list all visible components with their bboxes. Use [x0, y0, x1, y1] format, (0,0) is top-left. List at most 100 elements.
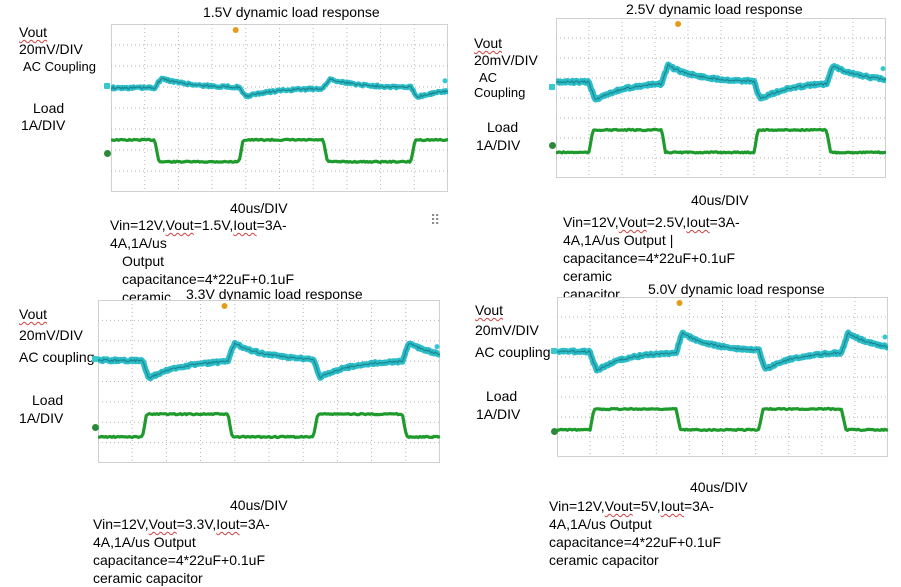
scope-4	[557, 297, 888, 457]
vout-label-text-2: Vout	[474, 35, 503, 51]
conditions-2-line1: Vin=12V,Vout=2.5V,Iout=3A-4A,1A/us Outpu…	[563, 213, 740, 249]
cond-iout-2: Iout	[686, 214, 710, 230]
conditions-4: Vin=12V,Vout=5V,Iout=3A-4A,1A/us Output …	[549, 497, 721, 569]
cond-iout-rest-4: =3A-4A,1A/us Output	[549, 498, 714, 532]
cond-vin-1: Vin=12V,	[110, 217, 166, 233]
cond-vin-2: Vin=12V,	[563, 214, 619, 230]
text-cursor: |	[669, 232, 674, 248]
channel-marker-icon	[434, 344, 440, 350]
chart-title-4: 5.0V dynamic load response	[648, 281, 825, 297]
coupling-2b: Coupling	[474, 85, 526, 100]
cond-vout-rest-1: =1.5V,	[193, 217, 234, 233]
vout-label-2: Vout	[474, 35, 502, 52]
ch1-marker-icon-2	[549, 84, 555, 90]
load-label-3: Load	[32, 392, 64, 408]
cond-iout-rest-2: =3A-4A,1A/us Output	[563, 214, 740, 248]
grid-group	[556, 18, 886, 178]
conditions-2-line2: capacitance=4*22uF+0.1uF ceramic	[563, 250, 736, 284]
load-label-2: Load	[487, 119, 519, 135]
coupling-2a: AC	[479, 70, 498, 85]
cond-vout-rest-2: =2.5V,	[646, 214, 687, 230]
ch2-marker-icon-3	[92, 424, 99, 431]
ch1-marker-icon	[104, 83, 110, 89]
grid-group	[111, 24, 448, 192]
scope-3	[98, 300, 440, 463]
cond-vout-rest-3: =3.3V,	[176, 516, 217, 532]
cond-vout-4: Vout	[604, 498, 633, 514]
grid-group	[557, 297, 888, 457]
vout-trace-core	[556, 63, 886, 101]
conditions-3-line1: Vin=12V,Vout=3.3V,Iout=3A-4A,1A/us Outpu…	[93, 515, 270, 551]
conditions-3-line2: capacitance=4*22uF+0.1uF ceramic capacit…	[93, 552, 266, 586]
channel-marker-icon	[442, 78, 448, 84]
time-scale-4: 40us/DIV	[690, 479, 748, 495]
channel-marker-icon	[880, 66, 886, 72]
conditions-3: Vin=12V,Vout=3.3V,Iout=3A-4A,1A/us Outpu…	[93, 515, 270, 587]
vout-scale-3: 20mV/DIV	[19, 327, 83, 343]
vout-scale-1: 20mV/DIV	[19, 41, 83, 57]
ch2-marker-icon-4	[551, 428, 558, 435]
vout-label-1: Vout	[19, 24, 47, 41]
load-scale-1: 1A/DIV	[21, 117, 66, 133]
conditions-4-line2: capacitance=4*22uF+0.1uF ceramic capacit…	[549, 534, 722, 568]
cond-iout-1: Iout	[233, 217, 257, 233]
load-trace	[556, 127, 886, 155]
time-scale-2: 40us/DIV	[691, 192, 749, 208]
load-trace	[98, 411, 440, 440]
load-scale-4: 1A/DIV	[476, 406, 521, 422]
cond-iout-3: Iout	[216, 516, 240, 532]
load-scale-3: 1A/DIV	[19, 410, 64, 426]
scope-svg-2	[556, 18, 886, 178]
vout-trace-core	[111, 77, 448, 98]
cond-iout-rest-1: =3A-4A,1A/us	[110, 217, 287, 251]
trigger-marker-icon	[232, 27, 239, 33]
cond-iout-4: Iout	[660, 498, 684, 514]
cond-vout-2: Vout	[618, 214, 647, 230]
vout-label-text-3: Vout	[19, 306, 48, 322]
chart-title-3: 3.3V dynamic load response	[186, 286, 363, 302]
cond-iout-rest-3: =3A-4A,1A/us Output	[93, 516, 270, 550]
time-scale-1: 40us/DIV	[230, 200, 288, 216]
cond-vout-3: Vout	[148, 516, 177, 532]
coupling-3: AC coupling	[19, 349, 95, 365]
load-trace	[557, 406, 888, 432]
cond-vout-rest-4: =5V,	[632, 498, 661, 514]
ch1-marker-icon-4	[551, 348, 557, 354]
load-label-1: Load	[33, 100, 65, 116]
ch1-marker-icon-3	[92, 356, 98, 362]
scope-svg-3	[98, 300, 440, 463]
time-scale-3: 40us/DIV	[230, 497, 288, 513]
vout-scale-4: 20mV/DIV	[475, 322, 539, 338]
cond-vout-1: Vout	[165, 217, 194, 233]
load-trace	[111, 137, 448, 164]
scope-1	[111, 24, 448, 192]
ch2-marker-icon-2	[549, 142, 556, 149]
vout-label-3: Vout	[19, 306, 47, 323]
vout-label-text-1: Vout	[19, 24, 48, 40]
coupling-4: AC coupling	[475, 344, 551, 360]
vout-scale-2: 20mV/DIV	[474, 52, 538, 68]
vout-trace-core	[557, 331, 888, 372]
vout-label-text-4: Vout	[475, 302, 504, 318]
trigger-marker-icon	[676, 300, 683, 306]
load-label-4: Load	[486, 388, 518, 404]
channel-marker-icon	[882, 334, 888, 340]
chart-title-1: 1.5V dynamic load response	[203, 4, 380, 20]
conditions-4-line1: Vin=12V,Vout=5V,Iout=3A-4A,1A/us Output	[549, 497, 721, 533]
conditions-1-line1: Vin=12V,Vout=1.5V,Iout=3A-4A,1A/us	[110, 216, 294, 252]
scope-svg-1	[111, 24, 448, 192]
load-scale-2: 1A/DIV	[476, 137, 521, 153]
trigger-marker-icon	[221, 303, 228, 309]
grid-group	[98, 300, 440, 463]
trigger-marker-icon	[675, 21, 682, 27]
scope-2	[556, 18, 886, 178]
ch2-marker-icon	[104, 150, 111, 157]
vout-trace-core	[98, 341, 440, 379]
scope-svg-4	[557, 297, 888, 457]
vout-label-4: Vout	[475, 302, 503, 319]
coupling-1: AC Coupling	[23, 59, 96, 74]
drag-handle-icon[interactable]: ⠿	[430, 212, 441, 228]
cond-vin-4: Vin=12V,	[549, 498, 605, 514]
cond-vin-3: Vin=12V,	[93, 516, 149, 532]
chart-title-2: 2.5V dynamic load response	[626, 1, 803, 17]
